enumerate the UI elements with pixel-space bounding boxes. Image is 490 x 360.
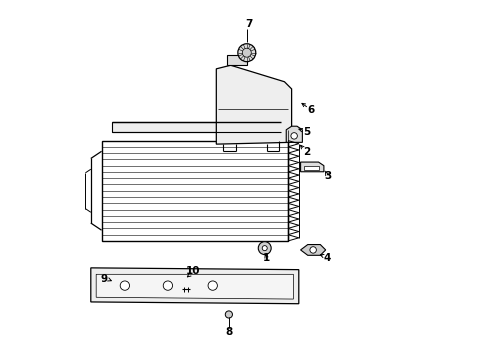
Text: 1: 1 (263, 253, 270, 263)
Polygon shape (216, 65, 292, 144)
Circle shape (238, 44, 256, 62)
Circle shape (262, 246, 267, 251)
Bar (101, 140, 288, 241)
Text: 10: 10 (186, 266, 200, 276)
Text: 2: 2 (303, 147, 311, 157)
Text: 5: 5 (303, 127, 310, 136)
Polygon shape (300, 162, 324, 172)
Circle shape (120, 281, 129, 290)
Bar (304, 166, 319, 170)
Polygon shape (91, 268, 299, 304)
Circle shape (243, 48, 251, 57)
Polygon shape (112, 122, 281, 132)
Bar (227, 55, 247, 65)
Circle shape (258, 242, 271, 255)
Circle shape (291, 133, 297, 139)
Text: 9: 9 (101, 274, 108, 284)
Text: 7: 7 (245, 19, 252, 29)
Text: 6: 6 (308, 105, 315, 115)
Circle shape (310, 247, 317, 253)
Text: 4: 4 (324, 253, 331, 263)
Text: 8: 8 (225, 327, 232, 337)
Polygon shape (96, 274, 294, 299)
Text: 3: 3 (324, 171, 331, 181)
Circle shape (163, 281, 172, 290)
Polygon shape (300, 244, 326, 255)
Circle shape (225, 311, 232, 318)
Circle shape (208, 281, 218, 290)
Polygon shape (286, 126, 302, 142)
